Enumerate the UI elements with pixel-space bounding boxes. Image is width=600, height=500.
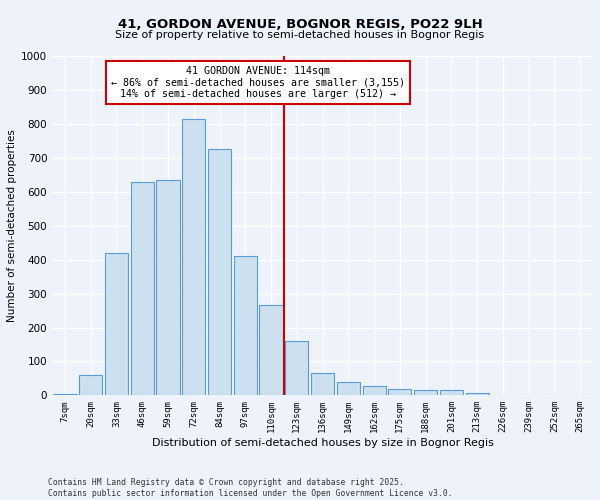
- Bar: [131, 182, 154, 396]
- Bar: [517, 394, 540, 396]
- Bar: [79, 375, 103, 396]
- Bar: [285, 341, 308, 396]
- Text: Size of property relative to semi-detached houses in Bognor Regis: Size of property relative to semi-detach…: [115, 30, 485, 40]
- Text: 41, GORDON AVENUE, BOGNOR REGIS, PO22 9LH: 41, GORDON AVENUE, BOGNOR REGIS, PO22 9L…: [118, 18, 482, 30]
- Bar: [337, 382, 360, 396]
- Bar: [491, 394, 514, 396]
- Bar: [234, 256, 257, 396]
- Bar: [388, 388, 412, 396]
- Bar: [157, 180, 179, 396]
- Bar: [182, 118, 205, 396]
- Bar: [53, 394, 77, 396]
- Bar: [440, 390, 463, 396]
- Bar: [466, 392, 489, 396]
- Bar: [208, 150, 231, 396]
- Bar: [362, 386, 386, 396]
- Bar: [414, 390, 437, 396]
- X-axis label: Distribution of semi-detached houses by size in Bognor Regis: Distribution of semi-detached houses by …: [152, 438, 494, 448]
- Text: Contains HM Land Registry data © Crown copyright and database right 2025.
Contai: Contains HM Land Registry data © Crown c…: [48, 478, 452, 498]
- Bar: [259, 306, 283, 396]
- Text: 41 GORDON AVENUE: 114sqm
← 86% of semi-detached houses are smaller (3,155)
14% o: 41 GORDON AVENUE: 114sqm ← 86% of semi-d…: [110, 66, 404, 100]
- Y-axis label: Number of semi-detached properties: Number of semi-detached properties: [7, 129, 17, 322]
- Bar: [311, 374, 334, 396]
- Bar: [105, 253, 128, 396]
